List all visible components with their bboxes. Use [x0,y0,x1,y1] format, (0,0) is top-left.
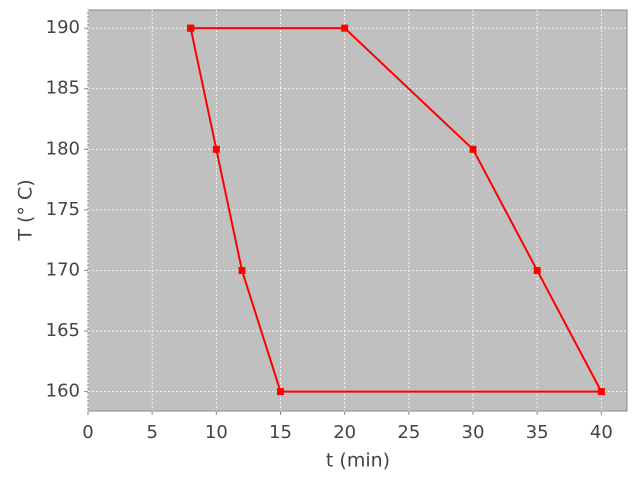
y-tick-label: 175 [46,199,80,220]
y-axis-label: T (° C) [15,179,37,241]
x-tick-label: 10 [205,422,228,443]
x-tick-label: 5 [146,422,157,443]
y-tick-label: 160 [46,381,80,402]
plot-area [87,9,628,412]
data-point [341,24,349,32]
x-tick-label: 35 [526,422,549,443]
y-tick-label: 170 [46,259,80,280]
x-tick-label: 0 [82,422,93,443]
data-point [277,388,284,396]
x-tick-label: 20 [333,422,356,443]
data-point [238,266,246,274]
x-tick-label: 40 [590,422,613,443]
data-point [597,388,605,396]
y-tick-label: 185 [46,78,80,99]
y-tick-label: 190 [46,17,80,38]
data-point [533,266,541,274]
data-point [187,24,195,32]
y-tick-label: 165 [46,320,80,341]
data-point [212,145,220,153]
x-axis-label: t (min) [326,450,390,472]
y-tick-label: 180 [46,138,80,159]
x-tick-label: 25 [397,422,420,443]
x-tick-label: 30 [462,422,485,443]
data-point [469,145,477,153]
x-tick-label: 15 [269,422,292,443]
